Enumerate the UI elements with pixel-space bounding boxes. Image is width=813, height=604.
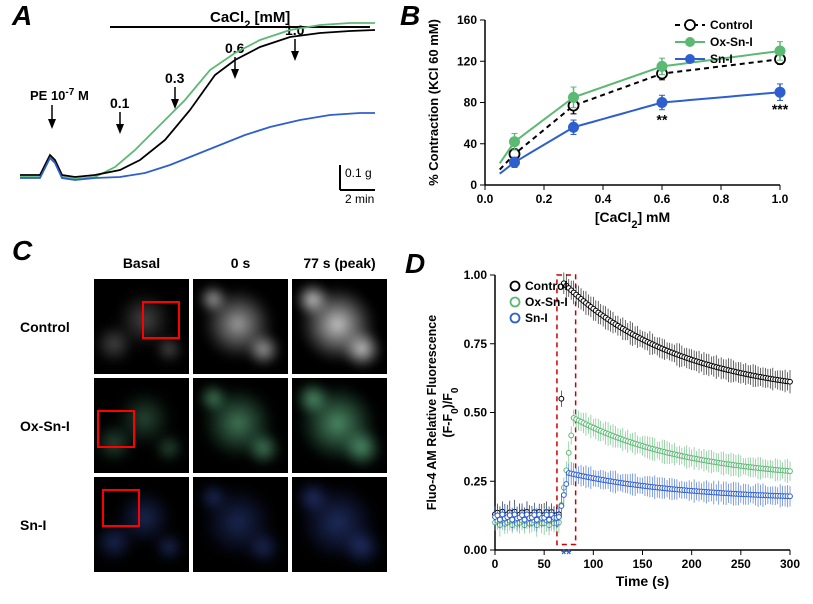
- svg-text:160: 160: [457, 13, 477, 27]
- panel-a: CaCl2 [mM]PE 10-7 M0.10.30.61.00.1 g2 mi…: [20, 5, 390, 225]
- svg-text:1.00: 1.00: [464, 268, 488, 282]
- svg-text:120: 120: [457, 54, 477, 68]
- svg-text:[CaCl2] mM: [CaCl2] mM: [595, 209, 670, 231]
- svg-text:PE 10-7 M: PE 10-7 M: [30, 87, 89, 104]
- panel-d: 0.00 0.25 0.50 0.75 1.00 0 50 100 150 200 250 300 Fl…: [420, 260, 800, 590]
- svg-text:1.0: 1.0: [772, 192, 789, 206]
- panel-b-svg: 0 40 80 120 160 0.0 0.2 0.4 0.6 0.8 1.0 % Contracti…: [420, 5, 800, 235]
- col-header: 0 s: [193, 255, 288, 271]
- row-header: Control: [20, 319, 90, 335]
- micrograph-cell: [94, 477, 189, 572]
- svg-text:0.50: 0.50: [464, 406, 488, 420]
- svg-text:80: 80: [464, 96, 478, 110]
- svg-text:40: 40: [464, 137, 478, 151]
- svg-text:250: 250: [731, 557, 751, 571]
- svg-text:0.25: 0.25: [464, 474, 488, 488]
- svg-text:150: 150: [632, 557, 652, 571]
- svg-text:0: 0: [470, 178, 477, 192]
- svg-text:Time (s): Time (s): [616, 573, 669, 589]
- svg-text:**: **: [657, 112, 668, 128]
- micrograph-cell: [94, 378, 189, 473]
- panel-b: 0 40 80 120 160 0.0 0.2 0.4 0.6 0.8 1.0 % Contracti…: [420, 5, 800, 225]
- panel-d-svg: 0.00 0.25 0.50 0.75 1.00 0 50 100 150 200 250 300 Fl…: [420, 260, 805, 595]
- svg-text:Ox-Sn-I: Ox-Sn-I: [525, 295, 568, 309]
- svg-text:2 min: 2 min: [345, 192, 374, 206]
- svg-text:0.75: 0.75: [464, 337, 488, 351]
- micrograph-cell: [292, 378, 387, 473]
- svg-text:0.00: 0.00: [464, 543, 488, 557]
- svg-text:0.4: 0.4: [595, 192, 612, 206]
- svg-text:Fluo-4 AM Relative Fluorescenc: Fluo-4 AM Relative Fluorescence: [425, 315, 439, 510]
- svg-text:(F-F0)/F0: (F-F0)/F0: [441, 387, 461, 437]
- svg-text:0.0: 0.0: [477, 192, 494, 206]
- svg-text:300: 300: [780, 557, 800, 571]
- roi-box: [102, 489, 140, 527]
- svg-text:100: 100: [583, 557, 603, 571]
- micrograph-cell: [292, 477, 387, 572]
- svg-text:**: **: [561, 547, 572, 562]
- panel-b-label: B: [400, 0, 420, 32]
- svg-text:50: 50: [537, 557, 551, 571]
- micrograph-cell: [292, 279, 387, 374]
- col-header: 77 s (peak): [292, 255, 387, 271]
- svg-text:***: ***: [772, 101, 789, 117]
- svg-text:0.3: 0.3: [165, 70, 185, 86]
- svg-text:0: 0: [492, 557, 499, 571]
- micrograph-cell: [193, 279, 288, 374]
- panel-a-svg: CaCl2 [mM]PE 10-7 M0.10.30.61.00.1 g2 mi…: [20, 5, 390, 225]
- svg-text:0.1: 0.1: [110, 95, 130, 111]
- col-header: Basal: [94, 255, 189, 271]
- row-header: Ox-Sn-I: [20, 418, 90, 434]
- row-header: Sn-I: [20, 517, 90, 533]
- micrograph-cell: [94, 279, 189, 374]
- svg-text:Sn-I: Sn-I: [710, 52, 733, 66]
- micrograph-cell: [193, 378, 288, 473]
- panel-c-grid: Basal0 s77 s (peak) Control Ox-Sn-I Sn-I: [20, 250, 400, 572]
- svg-text:0.6: 0.6: [654, 192, 671, 206]
- svg-text:Sn-I: Sn-I: [525, 311, 548, 325]
- roi-box: [142, 301, 180, 339]
- svg-text:200: 200: [682, 557, 702, 571]
- svg-text:0.2: 0.2: [536, 192, 553, 206]
- svg-text:Control: Control: [710, 18, 753, 32]
- svg-text:0.8: 0.8: [713, 192, 730, 206]
- svg-text:Control: Control: [525, 279, 568, 293]
- roi-box: [97, 410, 135, 448]
- svg-text:0.1 g: 0.1 g: [345, 166, 372, 180]
- svg-text:% Contraction (KCl 60 mM): % Contraction (KCl 60 mM): [426, 19, 441, 186]
- micrograph-cell: [193, 477, 288, 572]
- svg-text:Ox-Sn-I: Ox-Sn-I: [710, 35, 753, 49]
- panel-c: Basal0 s77 s (peak) Control Ox-Sn-I Sn-I: [20, 240, 400, 590]
